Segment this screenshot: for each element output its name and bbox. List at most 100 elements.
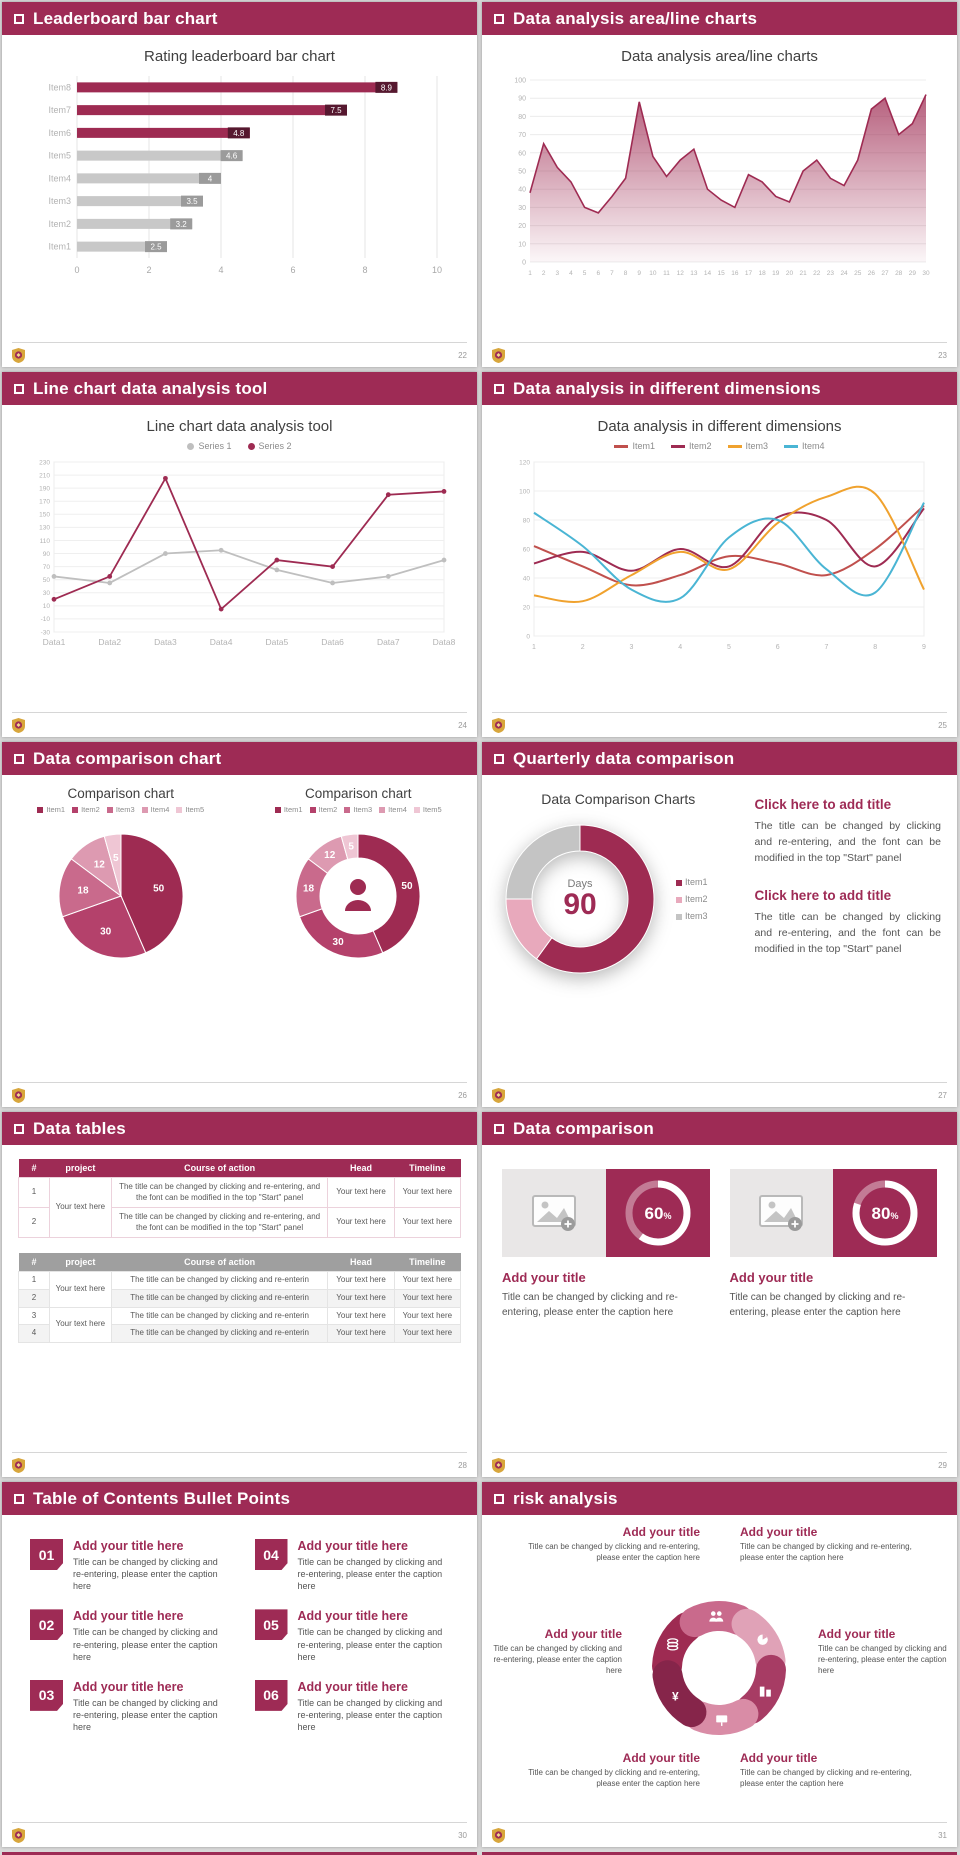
svg-text:27: 27 [881, 270, 889, 277]
svg-text:20: 20 [522, 604, 530, 611]
svg-text:10: 10 [42, 603, 50, 610]
svg-text:80: 80 [522, 517, 530, 524]
svg-text:Item8: Item8 [48, 82, 71, 92]
square-bullet-icon [14, 13, 24, 24]
svg-text:Data4: Data4 [209, 637, 232, 647]
svg-text:26: 26 [867, 270, 875, 277]
svg-text:-30: -30 [40, 629, 50, 636]
svg-text:5: 5 [113, 853, 119, 864]
toc-item: 05 Add your title here Title can be chang… [254, 1609, 450, 1662]
slide-area-line-charts[interactable]: Data analysis area/line charts Data anal… [482, 2, 957, 367]
risk-block: Add your title Title can be changed by cl… [740, 1525, 912, 1564]
block-title: Add your title [622, 1751, 700, 1765]
legend-item: Item2 [670, 441, 712, 451]
school-logo-icon [12, 1457, 25, 1473]
slide-footer: 22 [12, 342, 467, 367]
page-number: 23 [938, 350, 947, 360]
slide-footer: 30 [12, 1822, 467, 1847]
column-header: Head [327, 1159, 395, 1178]
slide-line-chart-tool[interactable]: Line chart data analysis tool Line chart… [2, 372, 477, 737]
square-bullet-icon [494, 1493, 504, 1504]
svg-text:4.8: 4.8 [233, 129, 245, 138]
slide-data-comparison-cards[interactable]: Data comparison 60% Add your title Title… [482, 1112, 957, 1477]
days-donut-chart [492, 811, 668, 992]
number-badge: 01 [30, 1539, 63, 1570]
risk-block: Add your title Title can be changed by cl… [740, 1751, 912, 1790]
slide-data-tables[interactable]: Data tables # project Course of action H… [2, 1112, 477, 1477]
page-number: 22 [458, 350, 467, 360]
page-number: 31 [938, 1830, 947, 1840]
svg-text:Item3: Item3 [48, 196, 71, 206]
svg-text:80%: 80% [872, 1204, 899, 1223]
column-header: Course of action [111, 1159, 328, 1178]
slide-header: Data analysis area/line charts [482, 2, 957, 35]
svg-text:3: 3 [629, 644, 633, 651]
slide-footer: 28 [12, 1452, 467, 1477]
chart-title: Rating leaderboard bar chart [144, 48, 335, 65]
number-badge: 03 [30, 1679, 63, 1711]
item4-swatch [379, 807, 386, 814]
block-body: The title can be changed by clicking and… [754, 911, 941, 955]
svg-text:18: 18 [77, 885, 89, 896]
chart-title: Comparison chart [67, 786, 175, 801]
svg-text:Item5: Item5 [48, 151, 71, 161]
svg-text:230: 230 [39, 459, 50, 466]
slide-toc-bullet-points[interactable]: Table of Contents Bullet Points 01 Add y… [2, 1482, 477, 1847]
image-placeholder [502, 1169, 606, 1257]
slide-leaderboard-bar-chart[interactable]: Leaderboard bar chart Rating leaderboard… [2, 2, 477, 367]
card-caption: Title can be changed by clicking and re-… [502, 1292, 678, 1318]
item-title: Add your title here [297, 1679, 408, 1694]
slide-title: Line chart data analysis tool [33, 378, 268, 398]
progress-ring-60: 60% [605, 1169, 710, 1257]
slide-title: Data comparison chart [33, 748, 222, 768]
chart-legend: Series 1 Series 2 [2, 440, 477, 454]
svg-text:7: 7 [824, 644, 828, 651]
number-badge: 04 [254, 1539, 288, 1570]
slide-footer: 23 [492, 342, 947, 367]
svg-text:8: 8 [873, 644, 877, 651]
item4-marker [784, 445, 799, 448]
svg-text:29: 29 [908, 270, 916, 277]
slide-risk-analysis[interactable]: risk analysis ¥ Add your title Title can … [482, 1482, 957, 1847]
progress-ring-80: 80% [833, 1169, 937, 1257]
school-logo-icon [492, 347, 505, 363]
slide-footer: 27 [492, 1082, 947, 1107]
column-header: Timeline [394, 1159, 461, 1178]
slide-different-dimensions[interactable]: Data analysis in different dimensions Da… [482, 372, 957, 737]
svg-text:150: 150 [39, 512, 50, 519]
svg-text:100: 100 [514, 78, 526, 85]
slide-data-comparison-chart[interactable]: Data comparison chart Comparison chart I… [2, 742, 477, 1107]
svg-text:0: 0 [74, 265, 79, 275]
svg-text:6: 6 [596, 270, 600, 277]
svg-text:170: 170 [39, 499, 50, 506]
item2-swatch [72, 807, 79, 814]
chart-legend: Item1 Item2 Item3 Item4 Item5 [2, 803, 240, 816]
item4-swatch [141, 807, 148, 814]
svg-text:¥: ¥ [672, 1689, 679, 1703]
square-bullet-icon [14, 753, 24, 764]
svg-text:28: 28 [895, 270, 903, 277]
table-row: 2 The title can be changed by clicking a… [18, 1288, 462, 1308]
block-body: The title can be changed by clicking and… [754, 820, 941, 864]
square-bullet-icon [14, 1493, 24, 1504]
svg-text:6: 6 [775, 644, 779, 651]
legend-item: Item1 [614, 441, 655, 451]
area-chart: 0 10 20 30 40 50 60 70 80 90 100 1 2 3 4 5 6 7 8 9 10 11 12 13 1… [482, 70, 957, 282]
legend-item: Item3 [727, 441, 768, 451]
svg-text:Item6: Item6 [48, 128, 71, 138]
item3-marker [727, 445, 742, 448]
slide-title: risk analysis [513, 1488, 618, 1508]
item2-swatch [676, 896, 682, 903]
slide-quarterly-comparison[interactable]: Quarterly data comparison Data Compariso… [482, 742, 957, 1107]
svg-text:70: 70 [42, 564, 50, 571]
svg-text:9: 9 [637, 270, 641, 277]
card-title: Add your title [502, 1270, 586, 1285]
svg-text:4.6: 4.6 [226, 152, 238, 161]
chart-legend: Item1 Item2 Item3 [676, 877, 708, 921]
svg-text:30: 30 [42, 590, 50, 597]
comparison-card: 80% Add your title Title can be changed … [729, 1169, 937, 1320]
school-logo-icon [12, 1087, 25, 1103]
toc-item: 01 Add your title here Title can be chang… [30, 1539, 225, 1592]
page-number: 30 [458, 1830, 467, 1840]
